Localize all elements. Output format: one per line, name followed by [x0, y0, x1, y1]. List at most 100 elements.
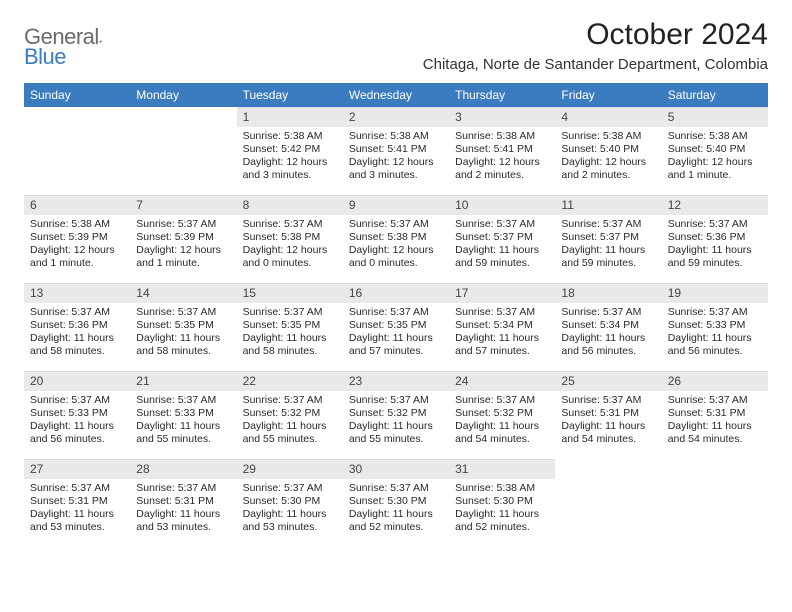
day-number: 28: [130, 459, 236, 479]
daylight-text: Daylight: 11 hours and 52 minutes.: [349, 508, 443, 534]
calendar-day-cell: 3Sunrise: 5:38 AMSunset: 5:41 PMDaylight…: [449, 107, 555, 195]
sunset-text: Sunset: 5:33 PM: [668, 319, 762, 332]
day-detail: Sunrise: 5:37 AMSunset: 5:37 PMDaylight:…: [449, 215, 555, 271]
day-number: 6: [24, 195, 130, 215]
day-detail: Sunrise: 5:37 AMSunset: 5:33 PMDaylight:…: [24, 391, 130, 447]
sunrise-text: Sunrise: 5:37 AM: [243, 482, 337, 495]
daylight-text: Daylight: 12 hours and 1 minute.: [668, 156, 762, 182]
sunset-text: Sunset: 5:40 PM: [668, 143, 762, 156]
calendar-day-cell: 26Sunrise: 5:37 AMSunset: 5:31 PMDayligh…: [662, 371, 768, 459]
daylight-text: Daylight: 11 hours and 55 minutes.: [243, 420, 337, 446]
calendar-day-cell: [130, 107, 236, 195]
brand-sub: Blue: [24, 44, 66, 70]
calendar-day-cell: 11Sunrise: 5:37 AMSunset: 5:37 PMDayligh…: [555, 195, 661, 283]
day-number: 13: [24, 283, 130, 303]
sunset-text: Sunset: 5:31 PM: [30, 495, 124, 508]
daylight-text: Daylight: 11 hours and 54 minutes.: [455, 420, 549, 446]
daylight-text: Daylight: 12 hours and 0 minutes.: [349, 244, 443, 270]
day-detail: Sunrise: 5:37 AMSunset: 5:31 PMDaylight:…: [555, 391, 661, 447]
day-detail: Sunrise: 5:37 AMSunset: 5:38 PMDaylight:…: [237, 215, 343, 271]
daylight-text: Daylight: 12 hours and 2 minutes.: [561, 156, 655, 182]
sunset-text: Sunset: 5:35 PM: [243, 319, 337, 332]
daylight-text: Daylight: 11 hours and 59 minutes.: [668, 244, 762, 270]
daylight-text: Daylight: 11 hours and 53 minutes.: [136, 508, 230, 534]
calendar-day-cell: 16Sunrise: 5:37 AMSunset: 5:35 PMDayligh…: [343, 283, 449, 371]
weekday-header-row: Sunday Monday Tuesday Wednesday Thursday…: [24, 83, 768, 107]
day-detail: Sunrise: 5:37 AMSunset: 5:31 PMDaylight:…: [662, 391, 768, 447]
day-number: 22: [237, 371, 343, 391]
daylight-text: Daylight: 11 hours and 57 minutes.: [349, 332, 443, 358]
daylight-text: Daylight: 11 hours and 55 minutes.: [349, 420, 443, 446]
day-detail: Sunrise: 5:37 AMSunset: 5:36 PMDaylight:…: [24, 303, 130, 359]
calendar-day-cell: [24, 107, 130, 195]
day-detail: Sunrise: 5:37 AMSunset: 5:36 PMDaylight:…: [662, 215, 768, 271]
brand-name-b: Blue: [24, 44, 66, 69]
day-detail: Sunrise: 5:37 AMSunset: 5:30 PMDaylight:…: [237, 479, 343, 535]
day-number: 3: [449, 107, 555, 127]
day-detail: Sunrise: 5:37 AMSunset: 5:35 PMDaylight:…: [343, 303, 449, 359]
day-number: 20: [24, 371, 130, 391]
calendar-day-cell: 7Sunrise: 5:37 AMSunset: 5:39 PMDaylight…: [130, 195, 236, 283]
daylight-text: Daylight: 12 hours and 3 minutes.: [243, 156, 337, 182]
month-title: October 2024: [423, 18, 768, 52]
calendar-day-cell: 28Sunrise: 5:37 AMSunset: 5:31 PMDayligh…: [130, 459, 236, 547]
sunrise-text: Sunrise: 5:37 AM: [349, 306, 443, 319]
sunset-text: Sunset: 5:33 PM: [30, 407, 124, 420]
day-number: 26: [662, 371, 768, 391]
day-number: 1: [237, 107, 343, 127]
sunset-text: Sunset: 5:36 PM: [668, 231, 762, 244]
calendar-week-row: 6Sunrise: 5:38 AMSunset: 5:39 PMDaylight…: [24, 195, 768, 283]
sunset-text: Sunset: 5:41 PM: [455, 143, 549, 156]
calendar-day-cell: 1Sunrise: 5:38 AMSunset: 5:42 PMDaylight…: [237, 107, 343, 195]
sunrise-text: Sunrise: 5:37 AM: [349, 394, 443, 407]
weekday-header: Monday: [130, 83, 236, 107]
sunrise-text: Sunrise: 5:37 AM: [30, 306, 124, 319]
sunset-text: Sunset: 5:39 PM: [136, 231, 230, 244]
day-number: 17: [449, 283, 555, 303]
day-number: 19: [662, 283, 768, 303]
daylight-text: Daylight: 11 hours and 53 minutes.: [243, 508, 337, 534]
calendar-day-cell: 4Sunrise: 5:38 AMSunset: 5:40 PMDaylight…: [555, 107, 661, 195]
sunset-text: Sunset: 5:30 PM: [243, 495, 337, 508]
day-number: 8: [237, 195, 343, 215]
day-detail: Sunrise: 5:38 AMSunset: 5:41 PMDaylight:…: [449, 127, 555, 183]
day-number: 11: [555, 195, 661, 215]
calendar-day-cell: 23Sunrise: 5:37 AMSunset: 5:32 PMDayligh…: [343, 371, 449, 459]
sunset-text: Sunset: 5:35 PM: [349, 319, 443, 332]
calendar-day-cell: 10Sunrise: 5:37 AMSunset: 5:37 PMDayligh…: [449, 195, 555, 283]
daylight-text: Daylight: 11 hours and 56 minutes.: [668, 332, 762, 358]
sunset-text: Sunset: 5:30 PM: [455, 495, 549, 508]
sunset-text: Sunset: 5:31 PM: [136, 495, 230, 508]
sunset-text: Sunset: 5:32 PM: [349, 407, 443, 420]
day-detail: Sunrise: 5:37 AMSunset: 5:37 PMDaylight:…: [555, 215, 661, 271]
sunrise-text: Sunrise: 5:37 AM: [136, 482, 230, 495]
calendar-day-cell: 24Sunrise: 5:37 AMSunset: 5:32 PMDayligh…: [449, 371, 555, 459]
day-number: 15: [237, 283, 343, 303]
sunset-text: Sunset: 5:33 PM: [136, 407, 230, 420]
day-detail: Sunrise: 5:38 AMSunset: 5:39 PMDaylight:…: [24, 215, 130, 271]
daylight-text: Daylight: 11 hours and 58 minutes.: [136, 332, 230, 358]
sunset-text: Sunset: 5:41 PM: [349, 143, 443, 156]
sunset-text: Sunset: 5:32 PM: [243, 407, 337, 420]
sunrise-text: Sunrise: 5:37 AM: [136, 394, 230, 407]
sunset-text: Sunset: 5:36 PM: [30, 319, 124, 332]
day-number: 25: [555, 371, 661, 391]
calendar-day-cell: 6Sunrise: 5:38 AMSunset: 5:39 PMDaylight…: [24, 195, 130, 283]
sunset-text: Sunset: 5:37 PM: [455, 231, 549, 244]
day-number: 14: [130, 283, 236, 303]
sunrise-text: Sunrise: 5:37 AM: [455, 306, 549, 319]
day-detail: Sunrise: 5:37 AMSunset: 5:32 PMDaylight:…: [237, 391, 343, 447]
sunrise-text: Sunrise: 5:37 AM: [136, 218, 230, 231]
sunset-text: Sunset: 5:38 PM: [243, 231, 337, 244]
sunrise-text: Sunrise: 5:38 AM: [349, 130, 443, 143]
sunset-text: Sunset: 5:37 PM: [561, 231, 655, 244]
day-number: 29: [237, 459, 343, 479]
day-detail: Sunrise: 5:37 AMSunset: 5:31 PMDaylight:…: [130, 479, 236, 535]
day-detail: Sunrise: 5:37 AMSunset: 5:34 PMDaylight:…: [555, 303, 661, 359]
sunrise-text: Sunrise: 5:37 AM: [455, 218, 549, 231]
sunset-text: Sunset: 5:31 PM: [561, 407, 655, 420]
day-number: 24: [449, 371, 555, 391]
day-number: 16: [343, 283, 449, 303]
day-detail: Sunrise: 5:37 AMSunset: 5:33 PMDaylight:…: [662, 303, 768, 359]
weekday-header: Sunday: [24, 83, 130, 107]
